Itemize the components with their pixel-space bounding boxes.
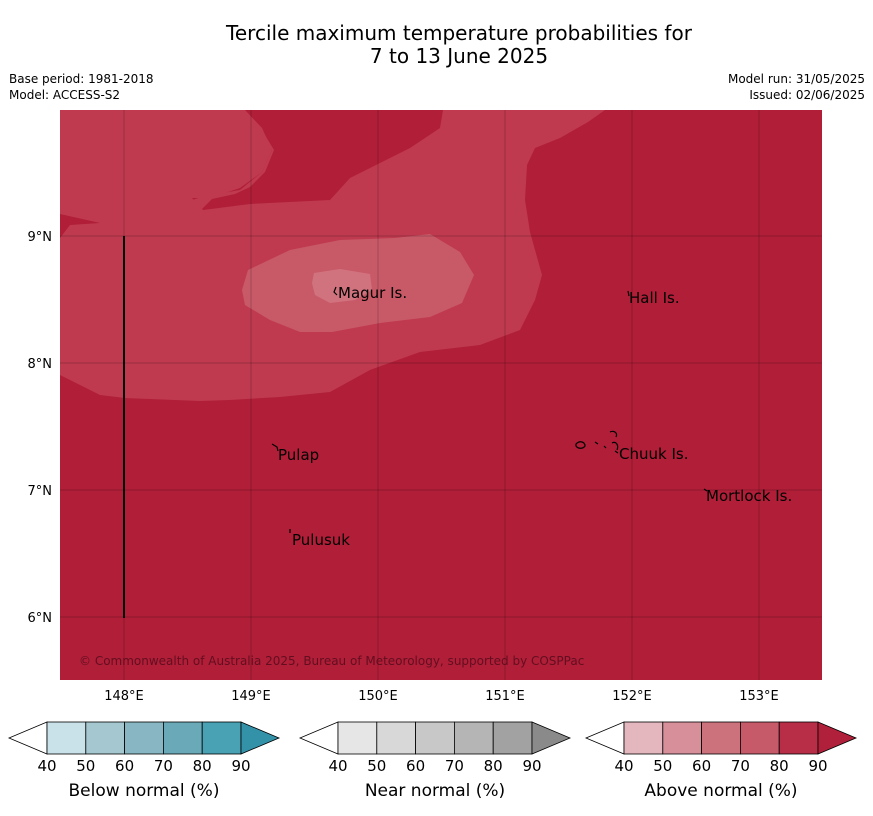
model-run: Model run: 31/05/2025 [727, 72, 865, 86]
colorbar-segment [162, 721, 203, 755]
label-pulap: Pulap [278, 446, 319, 464]
colorbar-label-below: Below normal (%) [68, 781, 220, 801]
colorbar-extend-high [240, 721, 281, 755]
colorbar-tick-label: 80 [193, 757, 212, 775]
colorbar-tick-label: 90 [231, 757, 250, 775]
colorbar-extend-low [584, 721, 625, 755]
colorbar-tick-label: 80 [770, 757, 789, 775]
colorbar-segment [46, 721, 87, 755]
map-area [60, 110, 822, 680]
lon-tick: 150°E [358, 689, 398, 704]
lat-ticks: 9°N 8°N 7°N 6°N [28, 230, 53, 626]
colorbar-segment [201, 721, 242, 755]
colorbar-label-above: Above normal (%) [644, 781, 798, 801]
island-magur [333, 286, 338, 296]
title-line-2: 7 to 13 June 2025 [369, 44, 549, 68]
colorbar-tick-label: 60 [115, 757, 134, 775]
lat-tick: 8°N [28, 357, 53, 372]
colorbar-segment [492, 721, 533, 755]
colorbar-near: 40 50 60 70 80 90 [298, 721, 572, 775]
title-line-1: Tercile maximum temperature probabilitie… [226, 21, 692, 45]
lon-tick: 153°E [739, 689, 779, 704]
colorbar-extend-high [817, 721, 858, 755]
colorbar-tick-label: 60 [692, 757, 711, 775]
colorbar-label-near: Near normal (%) [364, 781, 506, 801]
colorbar-segment [740, 721, 780, 755]
colorbar-segment [415, 721, 455, 755]
model-name: Model: ACCESS-S2 [9, 88, 121, 102]
colorbar-extend-high [531, 721, 572, 755]
lon-tick: 152°E [612, 689, 652, 704]
lon-ticks: 148°E 149°E 150°E 151°E 152°E 153°E [104, 689, 779, 704]
gridlines [60, 110, 822, 680]
place-labels: Magur Is. Hall Is. Pulap Chuuk Is. Mortl… [278, 284, 792, 549]
island-marks [271, 286, 708, 533]
colorbar-segment [85, 721, 126, 755]
label-pulusuk: Pulusuk [292, 531, 350, 549]
meta-left: Base period: 1981-2018 Model: ACCESS-S2 [9, 71, 154, 103]
colorbar-tick-label: 50 [367, 757, 386, 775]
label-mortlock: Mortlock Is. [706, 487, 792, 505]
chart-title: Tercile maximum temperature probabilitie… [0, 22, 873, 68]
colorbar-above: 40 50 60 70 80 90 [584, 721, 858, 775]
colorbar-tick-label: 90 [522, 757, 541, 775]
lon-tick: 149°E [231, 689, 271, 704]
meta-right: Model run: 31/05/2025 Issued: 02/06/2025 [728, 71, 865, 103]
colorbar-tick-label: 40 [37, 757, 56, 775]
colorbar-tick-label: 50 [653, 757, 672, 775]
colorbar-segment [376, 721, 416, 755]
issued-date: Issued: 02/06/2025 [749, 88, 865, 102]
colorbar-tick-label: 60 [406, 757, 425, 775]
colorbar-tick-label: 70 [731, 757, 750, 775]
island-hall [627, 290, 630, 297]
colorbar-segment [453, 721, 494, 755]
lat-tick: 6°N [28, 611, 53, 626]
colorbar-below: 40 50 60 70 80 90 [7, 721, 281, 775]
colorbar-tick-label: 70 [445, 757, 464, 775]
lat-tick: 7°N [28, 484, 53, 499]
colorbar-segment [778, 721, 819, 755]
label-chuuk: Chuuk Is. [619, 445, 688, 463]
copyright-note: © Commonwealth of Australia 2025, Bureau… [79, 654, 584, 668]
lat-tick: 9°N [28, 230, 53, 245]
colorbar-segment [623, 721, 664, 755]
colorbar-tick-label: 50 [76, 757, 95, 775]
base-period: Base period: 1981-2018 [9, 72, 154, 86]
lon-tick: 148°E [104, 689, 144, 704]
colorbar-segment [124, 721, 164, 755]
colorbar-segment [337, 721, 378, 755]
colorbar-tick-label: 40 [328, 757, 347, 775]
lon-tick: 151°E [485, 689, 525, 704]
label-hall: Hall Is. [629, 289, 680, 307]
colorbar-tick-label: 70 [154, 757, 173, 775]
colorbar-extend-low [298, 721, 339, 755]
island-mortlock [703, 488, 708, 492]
island-chuuk [575, 430, 619, 454]
colorbar-segment [701, 721, 741, 755]
label-magur: Magur Is. [338, 284, 407, 302]
colorbar-tick-label: 40 [614, 757, 633, 775]
colorbar-extend-low [7, 721, 48, 755]
colorbar-tick-label: 90 [808, 757, 827, 775]
island-pulap [271, 443, 279, 452]
colorbar-segment [662, 721, 702, 755]
colorbar-tick-label: 80 [484, 757, 503, 775]
above-60-region [312, 269, 372, 303]
colorbars: 40 50 60 70 80 90 40 50 60 70 80 90 40 50 60 70 80 90 [7, 721, 858, 775]
